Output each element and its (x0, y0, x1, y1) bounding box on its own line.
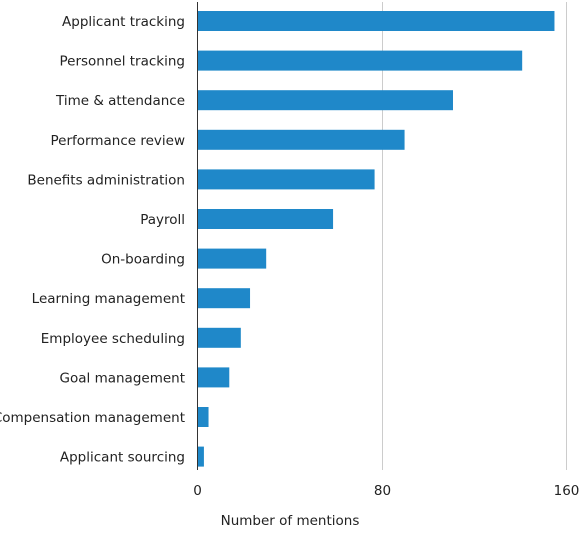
gridlines (382, 2, 567, 470)
category-label: On-boarding (101, 252, 185, 268)
bar (198, 11, 555, 31)
category-label: Performance review (51, 133, 186, 149)
category-label: Goal management (60, 370, 185, 386)
bar (198, 407, 209, 427)
category-label: Compensation management (0, 410, 185, 426)
bar (198, 90, 453, 111)
category-label: Personnel tracking (59, 54, 185, 70)
category-label: Learning management (32, 291, 185, 307)
bar (198, 169, 375, 190)
category-label: Payroll (140, 212, 185, 228)
bar (198, 209, 334, 229)
category-label: Benefits administration (27, 172, 185, 188)
x-tick-label: 80 (374, 483, 391, 499)
x-tick-labels: 0 80 160 (193, 483, 579, 499)
x-tick-label: 0 (193, 483, 202, 499)
category-label: Time & attendance (55, 93, 185, 109)
category-label: Applicant sourcing (60, 450, 185, 466)
x-tick-label: 160 (554, 483, 580, 499)
bar (198, 288, 251, 309)
bar (198, 367, 230, 388)
category-labels: Applicant tracking Personnel tracking Time… (0, 14, 185, 466)
x-axis-title: Number of mentions (221, 513, 360, 529)
category-label: Applicant tracking (62, 14, 185, 30)
bar (198, 327, 241, 348)
bar (198, 446, 204, 467)
bars (198, 11, 555, 467)
bar (198, 50, 523, 71)
bar (198, 248, 267, 269)
category-label: Employee scheduling (41, 331, 185, 347)
bar (198, 129, 405, 150)
